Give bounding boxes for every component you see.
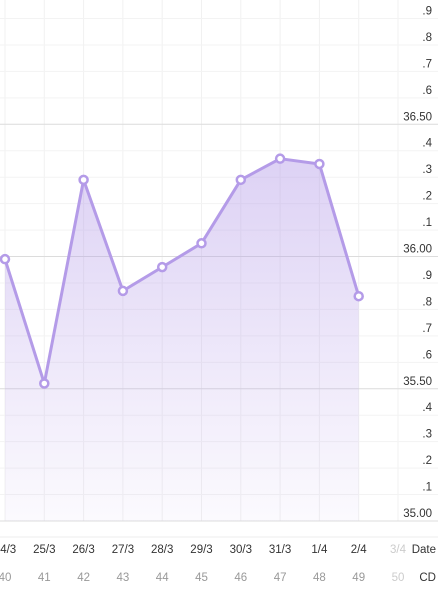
cd-label: 42 bbox=[77, 572, 90, 584]
point bbox=[274, 153, 286, 164]
y-tick-label: .7 bbox=[422, 323, 432, 335]
cd-label: 40 bbox=[0, 572, 11, 584]
y-tick-label: .2 bbox=[422, 455, 432, 467]
x-tick-label: 3/4 bbox=[390, 544, 407, 556]
plot bbox=[0, 153, 364, 521]
cd-label: 43 bbox=[117, 572, 130, 584]
y-tick-label: 36.00 bbox=[403, 244, 432, 256]
area bbox=[5, 158, 359, 521]
cd-label: 50 bbox=[392, 572, 405, 584]
y-tick-label: .1 bbox=[422, 217, 432, 229]
row-label: CD bbox=[419, 572, 436, 584]
y-tick-label: .2 bbox=[422, 191, 432, 203]
cd-label: 41 bbox=[38, 572, 51, 584]
y-tick-label: 35.50 bbox=[403, 376, 432, 388]
y-tick-label: .4 bbox=[422, 138, 432, 150]
labels: 35.00 .1 .2 .3 .4 35.50 .6 .7 .8 .9 36.00 .1 .2 .3 .4 3… bbox=[0, 6, 436, 584]
y-tick-label: 36.50 bbox=[403, 111, 432, 123]
y-tick-label: .8 bbox=[422, 32, 432, 44]
x-tick-label: 25/3 bbox=[33, 544, 55, 556]
row-label: Date bbox=[412, 544, 436, 556]
cd-label: 46 bbox=[234, 572, 247, 584]
x-tick-label: 1/4 bbox=[311, 544, 328, 556]
cd-label: 49 bbox=[352, 572, 365, 584]
point bbox=[0, 253, 11, 265]
x-tick-label: 26/3 bbox=[72, 544, 94, 556]
line bbox=[3, 157, 361, 385]
y-tick-label: 35.00 bbox=[403, 508, 432, 520]
x-tick-label: 27/3 bbox=[112, 544, 134, 556]
y-tick-label: .3 bbox=[422, 429, 432, 441]
y-tick-label: .3 bbox=[422, 164, 432, 176]
cd-label: 45 bbox=[195, 572, 208, 584]
y-tick-label: .6 bbox=[422, 349, 432, 361]
x-tick-label: 24/3 bbox=[0, 544, 16, 556]
point bbox=[196, 238, 207, 249]
point bbox=[235, 174, 247, 186]
point bbox=[78, 174, 89, 186]
point bbox=[314, 158, 325, 170]
point bbox=[39, 378, 50, 389]
y-tick-label: .6 bbox=[422, 85, 432, 97]
x-tick-label: 28/3 bbox=[151, 544, 173, 556]
point bbox=[117, 285, 129, 297]
x-tick-label: 29/3 bbox=[190, 544, 212, 556]
x-tick-label: 30/3 bbox=[230, 544, 252, 556]
cd-label: 44 bbox=[156, 572, 169, 584]
cd-label: 48 bbox=[313, 572, 326, 584]
y-tick-label: .9 bbox=[422, 270, 432, 282]
y-tick-label: .4 bbox=[422, 402, 432, 414]
point bbox=[353, 290, 364, 302]
x-tick-label: 2/4 bbox=[351, 544, 368, 556]
y-tick-label: .7 bbox=[422, 58, 432, 70]
y-tick-label: .8 bbox=[422, 296, 432, 308]
y-tick-label: .9 bbox=[422, 6, 432, 18]
cd-label: 47 bbox=[274, 572, 287, 584]
x-tick-label: 31/3 bbox=[269, 544, 291, 556]
point bbox=[156, 261, 168, 273]
y-tick-label: .1 bbox=[422, 482, 432, 494]
